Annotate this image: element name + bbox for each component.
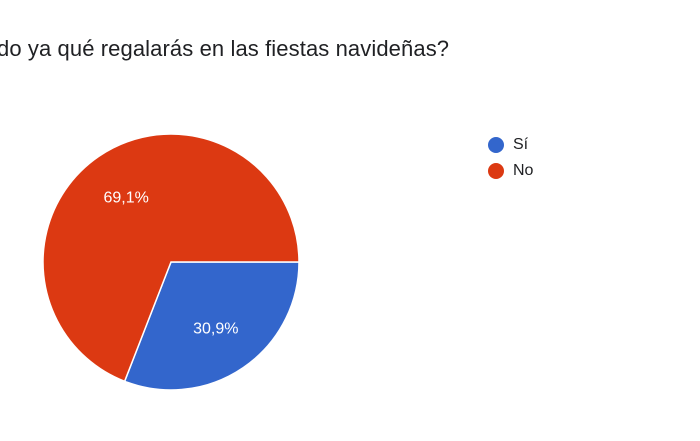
legend-label-si: Sí (513, 136, 529, 153)
pie-slice-si[interactable] (123, 261, 300, 391)
question-title: do ya qué regalarás en las fiestas navid… (0, 36, 450, 61)
legend-swatch-no (488, 163, 504, 179)
pie-label-si: 30,9% (193, 320, 238, 337)
legend-label-no: No (513, 162, 534, 179)
chart-legend: Sí No (488, 132, 533, 184)
legend-item-si[interactable]: Sí (488, 132, 533, 158)
pie-label-no: 69,1% (103, 190, 148, 207)
legend-swatch-si (488, 137, 504, 153)
legend-item-no[interactable]: No (488, 158, 533, 184)
pie-slice-no[interactable] (42, 133, 300, 383)
